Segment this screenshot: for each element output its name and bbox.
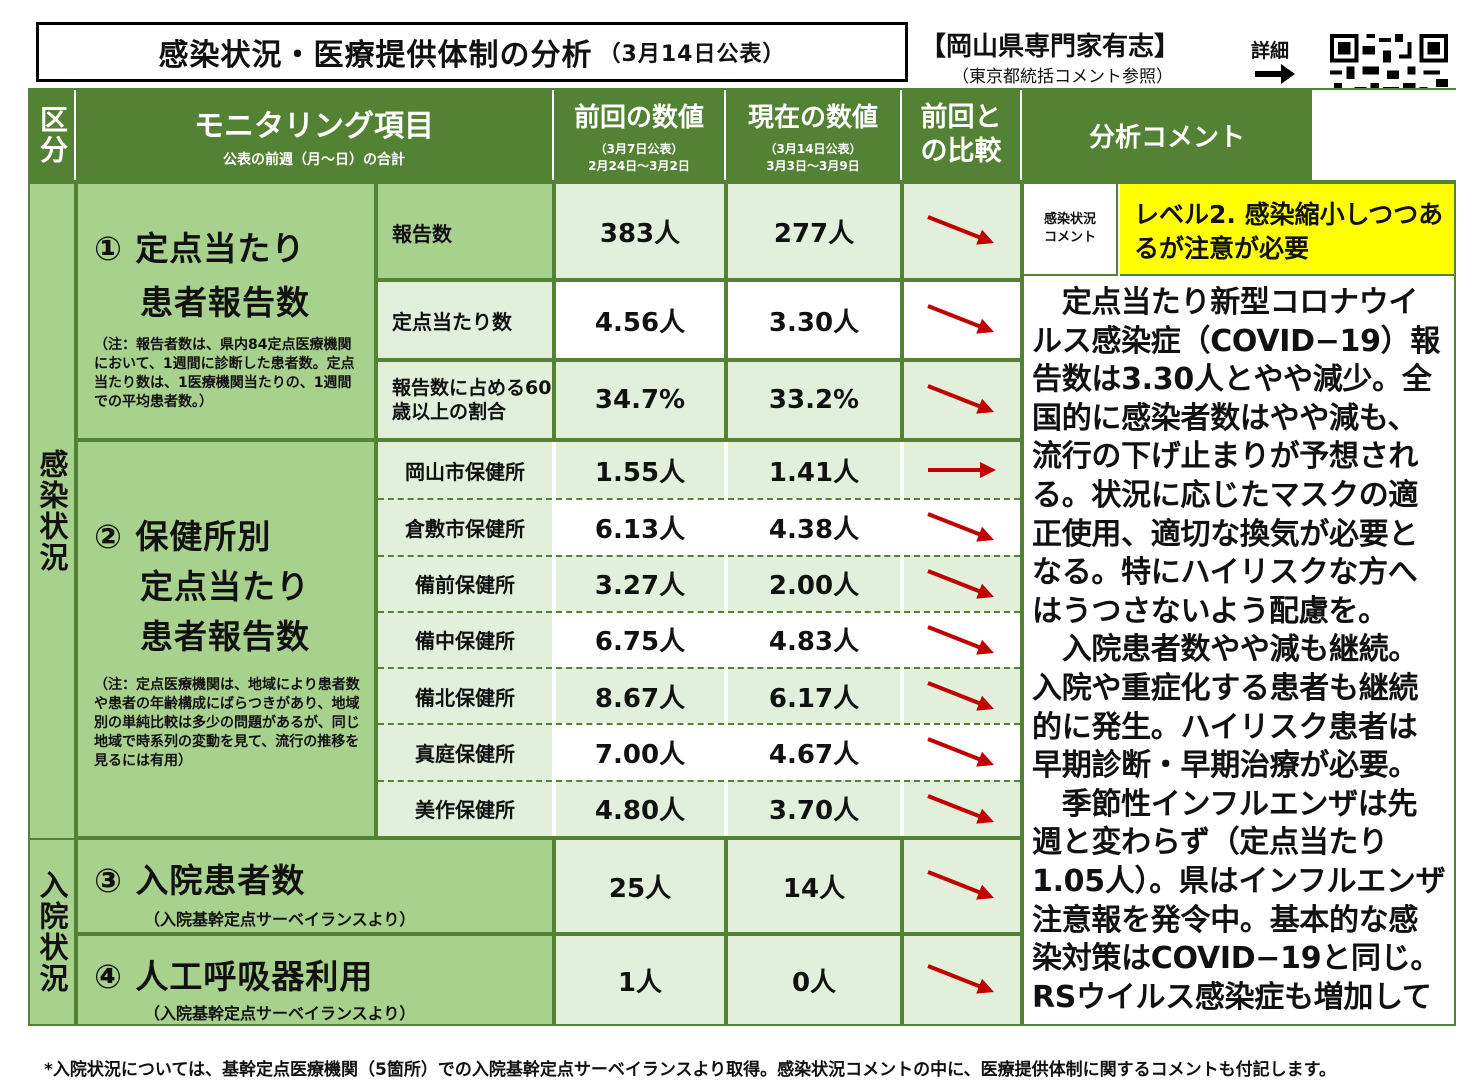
analysis-comment: 定点当たり新型コロナウイルス感染症（COVID−19）報告数は3.30人とやや減… — [1032, 285, 1446, 1020]
row-prev: 34.7% — [556, 362, 724, 438]
analysis-panel — [1024, 184, 1454, 1024]
row-prev: 7.00人 — [556, 723, 724, 780]
row-prev: 8.67人 — [556, 667, 724, 724]
org-note: （東京都統括コメント参照） — [952, 67, 1173, 87]
section3-title: ③ 入院患者数 （入院基幹定点サーベイランスより） — [78, 840, 552, 932]
footer-note: *入院状況については、基幹定点医療機関（5箇所）での入院基幹定点サーベイランスよ… — [44, 1060, 1336, 1080]
row-curr: 3.30人 — [728, 282, 900, 358]
trend-down-icon — [904, 282, 1020, 358]
row-label: 岡山市保健所 — [378, 442, 552, 499]
trend-down-icon — [904, 936, 1020, 1024]
row-prev: 6.75人 — [556, 610, 724, 668]
category-infection: 感染状況 — [30, 184, 74, 838]
title-date: （3月14日公表） — [598, 42, 786, 67]
row-prev: 383人 — [556, 184, 724, 278]
row-prev: 1人 — [556, 936, 724, 1024]
trend-flat-icon — [904, 442, 1020, 499]
row-label: 報告数に占める60歳以上の割合 — [378, 362, 552, 438]
row-curr: 14人 — [728, 840, 900, 932]
trend-down-icon — [904, 184, 1020, 278]
row-label: 倉敷市保健所 — [378, 498, 552, 555]
row-label: 報告数 — [378, 184, 552, 278]
row-label: 備北保健所 — [378, 667, 552, 724]
row-curr: 4.83人 — [728, 610, 900, 668]
trend-down-icon — [904, 840, 1020, 932]
header-curr: 現在の数値 （3月14日公表） 3月3日～3月9日 — [726, 90, 902, 180]
row-label: 備前保健所 — [378, 554, 552, 611]
section1-note: （注：報告者数は、県内84定点医療機関において、1週間に診断した患者数。定点当た… — [94, 337, 355, 410]
row-curr: 277人 — [728, 184, 900, 278]
row-prev: 4.80人 — [556, 779, 724, 836]
row-prev: 1.55人 — [556, 442, 724, 499]
trend-down-icon — [904, 610, 1020, 668]
row-curr: 1.41人 — [728, 442, 900, 499]
row-prev: 4.56人 — [556, 282, 724, 358]
trend-down-icon — [904, 667, 1020, 724]
page-title: 感染状況・医療提供体制の分析 （3月14日公表） — [36, 22, 908, 82]
section2-title: ② 保健所別 定点当たり 患者報告数 （注：定点医療機関は、地域により患者数や患… — [78, 442, 374, 836]
section1-title: ① 定点当たり 患者報告数 （注：報告者数は、県内84定点医療機関において、1週… — [78, 184, 374, 438]
qr-cell — [1312, 90, 1456, 180]
row-label: 備中保健所 — [378, 610, 552, 668]
row-prev: 6.13人 — [556, 498, 724, 555]
trend-down-icon — [904, 554, 1020, 611]
row-curr: 0人 — [728, 936, 900, 1024]
category-hospital: 入院状況 — [30, 840, 74, 1024]
header-analysis: 分析コメント — [1022, 90, 1312, 180]
trend-down-icon — [904, 362, 1020, 438]
row-curr: 4.67人 — [728, 723, 900, 780]
row-curr: 4.38人 — [728, 498, 900, 555]
org-name: 【岡山県専門家有志】 — [920, 32, 1181, 62]
row-curr: 2.00人 — [728, 554, 900, 611]
trend-down-icon — [904, 723, 1020, 780]
row-label: 定点当たり数 — [378, 282, 552, 358]
section2-note: （注：定点医療機関は、地域により患者数や患者の年齢構成にばらつきがあり、地域別の… — [94, 677, 360, 769]
header-prev: 前回の数値 （3月7日公表） 2月24日～3月2日 — [554, 90, 726, 180]
title-main: 感染状況・医療提供体制の分析 — [158, 38, 593, 73]
header-category: 区分 — [30, 90, 76, 180]
trend-down-icon — [904, 498, 1020, 555]
level-label: 感染状況コメント — [1024, 184, 1118, 276]
section4-title: ④ 人工呼吸器利用 （入院基幹定点サーベイランスより） — [78, 936, 552, 1024]
row-label: 美作保健所 — [378, 779, 552, 836]
header-item: モニタリング項目 公表の前週（月～日）の合計 — [76, 90, 554, 180]
row-prev: 25人 — [556, 840, 724, 932]
trend-down-icon — [904, 779, 1020, 836]
arrow-right-icon[interactable] — [1255, 62, 1295, 86]
row-prev: 3.27人 — [556, 554, 724, 611]
level-text: レベル2. 感染縮小しつつあるが注意が必要 — [1120, 184, 1454, 276]
detail-link[interactable]: 詳細 — [1250, 40, 1289, 62]
row-label: 真庭保健所 — [378, 723, 552, 780]
row-curr: 6.17人 — [728, 667, 900, 724]
header-compare: 前回との比較 — [902, 90, 1022, 180]
row-curr: 33.2% — [728, 362, 900, 438]
row-curr: 3.70人 — [728, 779, 900, 836]
